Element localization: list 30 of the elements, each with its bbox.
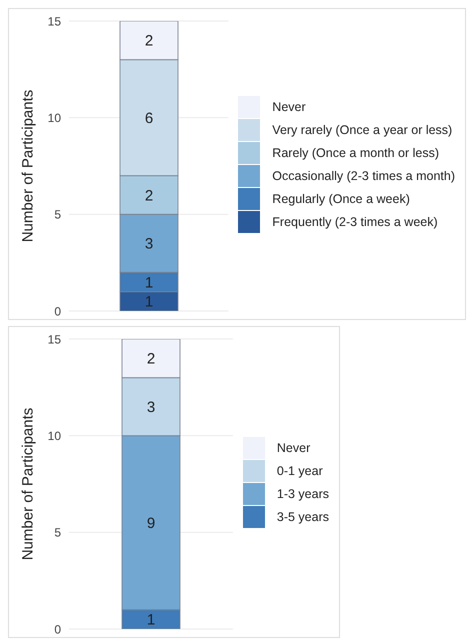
y-tick-label: 5 <box>54 526 62 540</box>
y-tick-label: 15 <box>48 14 62 28</box>
y-tick-label: 15 <box>48 332 62 346</box>
data-label: 6 <box>144 110 154 127</box>
data-label: 1 <box>144 294 154 311</box>
legend-label: Occasionally (2-3 times a month) <box>272 168 455 182</box>
data-label: 1 <box>144 274 154 292</box>
y-axis-title: Number of Participants <box>19 408 36 560</box>
legend-label: 3-5 years <box>276 510 329 524</box>
legend-label: Regularly (Once a week) <box>272 192 410 206</box>
y-tick-label: 10 <box>48 428 62 443</box>
legend-label: 1-3 years <box>276 486 329 500</box>
y-tick-label: 0 <box>54 304 62 318</box>
data-label: 2 <box>144 187 154 204</box>
text: Never <box>276 440 310 454</box>
y-tick-label: 0 <box>54 622 62 636</box>
data-label: 3 <box>146 398 156 416</box>
data-label: 2 <box>146 350 156 368</box>
legend-label: Rarely (Once a month or less) <box>272 146 440 160</box>
y-axis-title: Number of Participants <box>19 90 36 242</box>
legend-label: 0-1 year <box>276 464 323 478</box>
text: Never <box>272 100 306 114</box>
legend-label: Frequently (2-3 times a week) <box>272 214 438 228</box>
data-label: 9 <box>146 514 156 532</box>
data-label: 2 <box>144 32 154 50</box>
y-tick-label: 10 <box>48 110 62 125</box>
y-tick-label: 5 <box>54 208 62 222</box>
data-label: 3 <box>144 236 154 253</box>
legend-label: Very rarely (Once a year or less) <box>272 122 452 136</box>
data-label: 1 <box>146 612 156 629</box>
